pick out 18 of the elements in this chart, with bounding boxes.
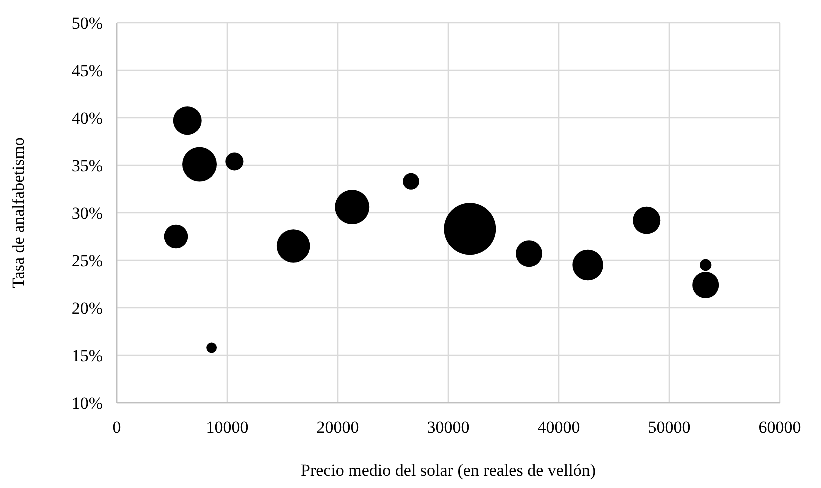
y-tick-label: 45% xyxy=(72,61,103,80)
y-tick-label: 15% xyxy=(72,346,103,366)
y-tick-label: 30% xyxy=(72,204,103,223)
x-axis-title: Precio medio del solar (en reales de vellón) xyxy=(300,461,596,480)
y-tick-label: 50% xyxy=(72,14,103,33)
y-tick-label: 10% xyxy=(72,394,103,413)
x-tick-label: 20000 xyxy=(316,418,360,437)
x-tick-label: 60000 xyxy=(758,418,802,437)
y-tick-label: 25% xyxy=(72,251,103,270)
y-axis-title: Tasa de analfabetismo xyxy=(9,138,28,288)
y-tick-label: 40% xyxy=(72,108,103,128)
x-tick-label: 0 xyxy=(112,418,122,437)
x-tick-label: 30000 xyxy=(427,418,470,437)
x-tick-label: 50000 xyxy=(648,418,691,437)
x-tick-label: 10000 xyxy=(206,418,249,437)
y-tick-label: 35% xyxy=(72,156,103,176)
x-tick-label: 40000 xyxy=(538,418,580,437)
y-tick-label: 20% xyxy=(72,298,103,318)
